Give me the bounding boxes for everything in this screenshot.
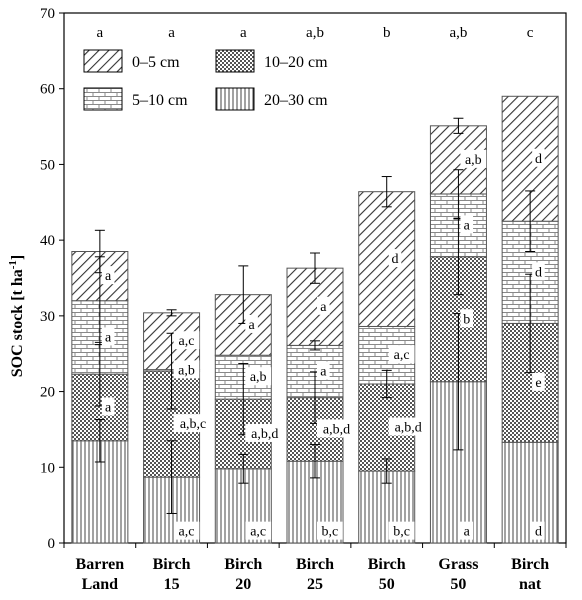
segment-label: a,b,d [323, 422, 350, 437]
segment-label: a [464, 218, 471, 233]
total-significance-label: a,b [449, 25, 467, 41]
bar-segment [501, 441, 559, 544]
segment-label: a,b,c [180, 417, 206, 432]
segment-label-bg [317, 296, 330, 315]
total-significance-label: a [240, 25, 247, 41]
segment-label-bg [460, 215, 474, 234]
segment-label: a,b,d [395, 421, 422, 436]
category-label: Birch [511, 556, 549, 573]
category-label: Birch [153, 556, 191, 573]
legend-label: 5–10 cm [132, 92, 188, 109]
segment-label-bg [173, 521, 200, 540]
category-label: 20 [235, 576, 251, 593]
segment-label: a [105, 400, 112, 415]
segment-label: a,c [250, 525, 266, 540]
y-tick-label: 50 [40, 157, 55, 173]
total-significance-label: b [383, 25, 391, 41]
segment-label: a [320, 365, 327, 380]
segment-label-bg [532, 148, 545, 167]
y-tick-label: 60 [40, 82, 55, 98]
segment-label: a,b,d [251, 427, 278, 442]
category-label: 15 [164, 576, 180, 593]
segment-label-bg [317, 419, 356, 438]
segment-label: a,b [250, 370, 267, 385]
segment-label: b,c [322, 525, 339, 540]
segment-label: a [248, 318, 255, 333]
segment-label: d [535, 525, 542, 540]
total-significance-label: a [97, 25, 104, 41]
category-label: Land [82, 576, 119, 593]
total-significance-label: a [168, 25, 175, 41]
segment-label-bg [460, 309, 474, 328]
segment-label: d [392, 252, 399, 267]
segment-label: b,c [393, 525, 410, 540]
segment-label-bg [245, 314, 258, 333]
category-label: 50 [379, 576, 395, 593]
segment-label-bg [101, 266, 115, 285]
segment-label-bg [173, 360, 200, 379]
segment-label: a [105, 269, 112, 284]
segment-label-bg [101, 327, 115, 346]
category-label: 25 [307, 576, 323, 593]
segment-label-bg [245, 367, 272, 386]
segment-label-bg [532, 372, 545, 391]
segment-label-bg [173, 331, 200, 350]
segment-label: a,c [394, 348, 410, 363]
y-tick-label: 30 [40, 309, 55, 325]
segment-label: a [320, 300, 327, 315]
segment-label: d [535, 152, 542, 167]
segment-label: e [535, 376, 541, 391]
category-label: Birch [368, 556, 406, 573]
segment-label-bg [317, 521, 343, 540]
y-tick-label: 10 [40, 460, 55, 476]
segment-label-bg [460, 149, 487, 168]
y-tick-label: 0 [48, 536, 56, 552]
segment-label: a,b [465, 153, 482, 168]
category-label: Grass [438, 556, 478, 573]
legend-label: 0–5 cm [132, 54, 180, 71]
y-tick-label: 40 [40, 233, 55, 249]
category-label: Barren [76, 556, 125, 573]
category-label: nat [519, 576, 542, 593]
total-significance-label: a,b [306, 25, 324, 41]
segment-label: d [535, 265, 542, 280]
segment-label-bg [532, 262, 545, 281]
legend-swatch [83, 49, 123, 73]
segment-label: a,c [179, 525, 195, 540]
y-tick-label: 70 [40, 6, 55, 22]
segment-label: a,c [179, 334, 195, 349]
segment-label-bg [460, 521, 474, 540]
category-label: Birch [224, 556, 262, 573]
segment-label-bg [388, 521, 415, 540]
segment-label-bg [532, 521, 545, 540]
y-axis-title: SOC stock [t ha-1] [7, 255, 26, 378]
segment-label-bg [245, 521, 272, 540]
segment-label-bg [317, 361, 330, 380]
legend-swatch [215, 49, 255, 73]
legend-label: 20–30 cm [264, 92, 328, 109]
total-significance-label: c [527, 25, 534, 41]
category-label: 50 [450, 576, 466, 593]
segment-label-bg [388, 249, 402, 268]
legend-swatch [215, 87, 255, 111]
segment-label-bg [388, 345, 415, 364]
segment-label-bg [245, 423, 285, 442]
segment-label-bg [173, 414, 213, 433]
legend-label: 10–20 cm [264, 54, 328, 71]
y-tick-label: 20 [40, 385, 55, 401]
legend-swatch [83, 87, 123, 111]
segment-label: a,b [178, 363, 195, 378]
segment-label-bg [101, 397, 115, 416]
segment-label-bg [388, 417, 428, 436]
bar-segment [358, 191, 416, 327]
segment-label: b [463, 312, 470, 327]
category-label: Birch [296, 556, 334, 573]
segment-label: a [105, 330, 112, 345]
segment-label: a [464, 525, 471, 540]
